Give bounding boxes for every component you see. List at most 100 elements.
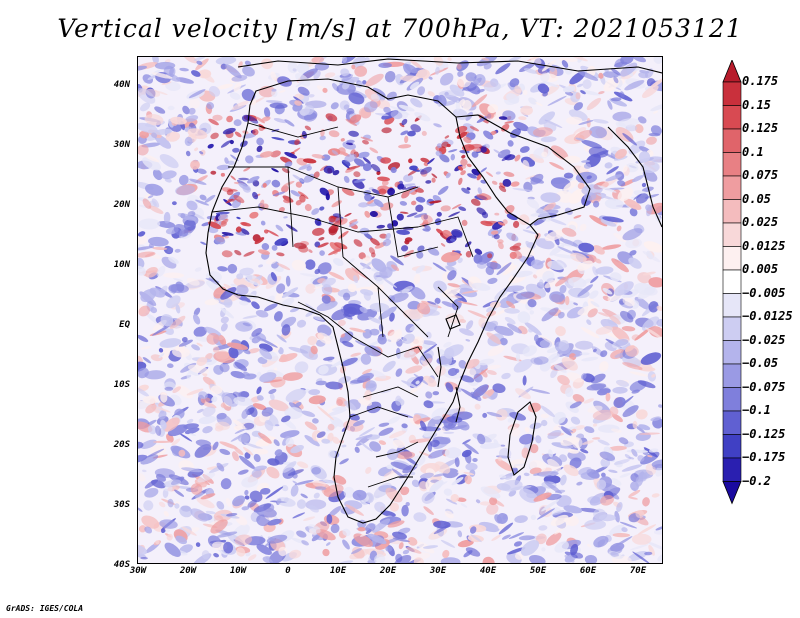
velocity-speckle (366, 199, 375, 205)
velocity-speckle (192, 553, 212, 563)
colorbar-bin (722, 434, 742, 459)
velocity-speckle (540, 413, 549, 419)
velocity-speckle (557, 246, 577, 255)
velocity-speckle (210, 132, 219, 140)
velocity-speckle (486, 369, 497, 376)
velocity-speckle (500, 444, 506, 447)
velocity-speckle (357, 527, 366, 532)
velocity-speckle (510, 181, 520, 187)
velocity-speckle (575, 340, 594, 350)
velocity-speckle (458, 206, 467, 211)
velocity-speckle (622, 297, 635, 307)
velocity-speckle (143, 500, 154, 511)
velocity-speckle (570, 543, 579, 556)
velocity-speckle (393, 555, 412, 563)
velocity-speckle (291, 259, 307, 271)
velocity-speckle (466, 163, 472, 168)
velocity-speckle (227, 263, 238, 274)
velocity-speckle (523, 472, 530, 477)
velocity-speckle (365, 380, 377, 392)
velocity-speckle (325, 113, 338, 122)
velocity-speckle (327, 423, 335, 431)
velocity-speckle (601, 472, 606, 478)
velocity-speckle (535, 435, 542, 444)
velocity-speckle (353, 158, 365, 167)
colorbar-tick-label: 0.175 (742, 74, 779, 88)
velocity-speckle (385, 232, 391, 240)
velocity-speckle (581, 139, 603, 149)
velocity-speckle (522, 159, 530, 170)
colorbar-bin (722, 81, 742, 106)
velocity-speckle (167, 424, 188, 437)
velocity-speckle (634, 296, 651, 310)
velocity-speckle (504, 120, 514, 124)
velocity-speckle (372, 87, 386, 97)
velocity-speckle (563, 172, 574, 179)
velocity-speckle (167, 363, 174, 369)
velocity-speckle (216, 501, 225, 510)
velocity-speckle (592, 118, 609, 124)
lon-label: 30W (129, 566, 147, 576)
velocity-speckle (592, 437, 601, 440)
velocity-speckle (251, 301, 260, 310)
velocity-speckle (491, 534, 501, 541)
velocity-speckle (144, 526, 153, 534)
colorbar-bin (722, 152, 742, 177)
velocity-speckle (242, 315, 258, 319)
velocity-speckle (573, 102, 584, 111)
velocity-speckle (436, 211, 442, 217)
velocity-speckle (444, 447, 462, 459)
velocity-speckle (443, 431, 455, 434)
velocity-speckle (427, 91, 435, 97)
velocity-speckle (494, 325, 514, 336)
velocity-speckle (312, 315, 325, 321)
velocity-speckle (276, 252, 285, 257)
velocity-speckle (440, 539, 456, 548)
velocity-speckle (628, 489, 641, 498)
velocity-speckle (600, 219, 617, 227)
velocity-speckle (240, 228, 250, 235)
velocity-speckle (612, 532, 631, 538)
velocity-speckle (350, 352, 362, 357)
velocity-speckle (423, 400, 434, 409)
velocity-speckle (465, 339, 471, 342)
velocity-speckle (395, 395, 402, 406)
velocity-speckle (181, 336, 188, 343)
lon-label: 20E (379, 566, 397, 576)
velocity-speckle (490, 230, 499, 235)
velocity-speckle (323, 165, 335, 174)
velocity-speckle (226, 115, 233, 123)
velocity-speckle (434, 297, 441, 304)
colorbar-tick-label: −0.125 (742, 426, 786, 441)
velocity-speckle (270, 376, 286, 388)
velocity-speckle (446, 498, 458, 505)
velocity-speckle (522, 229, 537, 235)
velocity-speckle (141, 515, 160, 529)
velocity-speckle (346, 142, 354, 146)
velocity-speckle (308, 94, 315, 98)
velocity-speckle (651, 493, 660, 498)
velocity-speckle (621, 326, 636, 332)
velocity-speckle (346, 139, 355, 144)
velocity-speckle (506, 93, 520, 104)
velocity-speckle (243, 442, 263, 450)
velocity-speckle (423, 224, 431, 231)
velocity-speckle (252, 128, 259, 136)
velocity-speckle (578, 120, 594, 125)
velocity-speckle (519, 488, 539, 503)
velocity-speckle (498, 242, 504, 250)
lon-label: 10E (329, 566, 347, 576)
velocity-speckle (431, 177, 436, 183)
velocity-speckle (244, 495, 250, 500)
velocity-speckle (179, 433, 193, 442)
velocity-speckle (533, 274, 538, 279)
velocity-speckle (559, 238, 578, 247)
velocity-speckle (186, 277, 200, 286)
velocity-speckle (528, 402, 541, 413)
velocity-speckle (220, 316, 229, 324)
velocity-speckle (345, 504, 364, 516)
velocity-speckle (164, 542, 181, 557)
velocity-speckle (407, 537, 418, 546)
velocity-speckle (641, 182, 647, 188)
velocity-speckle (165, 81, 181, 91)
